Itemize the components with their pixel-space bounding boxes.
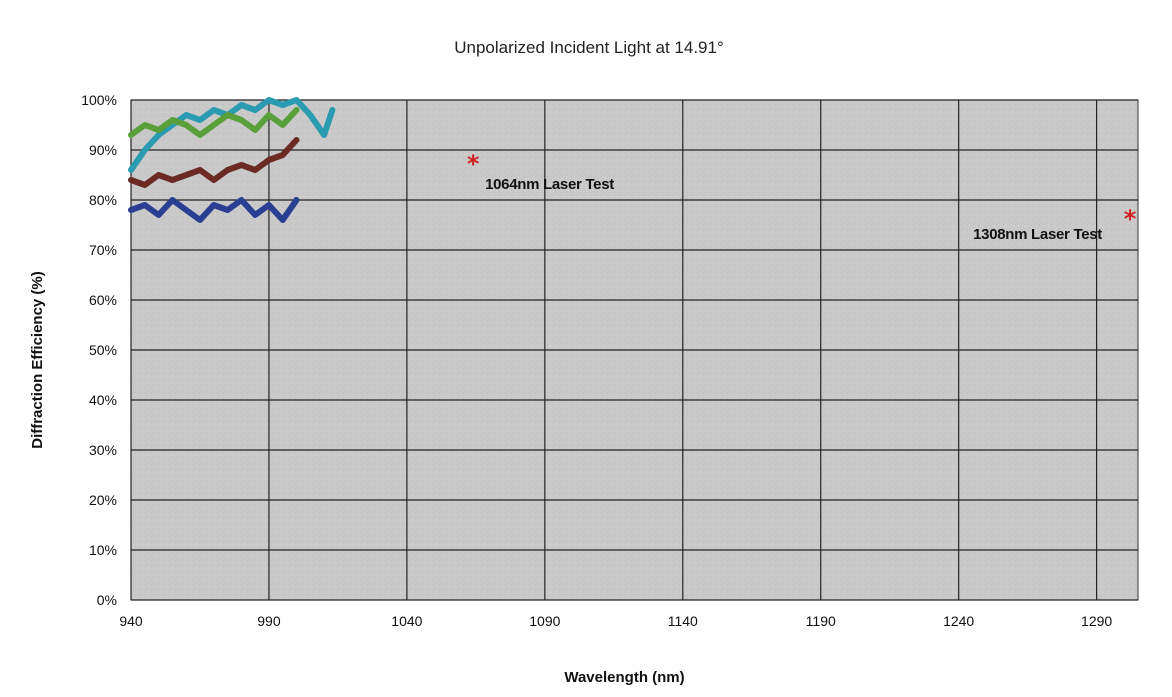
data-point (128, 207, 134, 213)
data-point (266, 202, 272, 208)
data-point (197, 132, 203, 138)
x-tick-label: 990 (257, 613, 281, 629)
x-tick-label: 1090 (529, 613, 560, 629)
data-point (266, 112, 272, 118)
data-point (329, 107, 335, 113)
y-tick-label: 50% (89, 342, 117, 358)
data-point (156, 212, 162, 218)
data-point (280, 102, 286, 108)
data-point (252, 212, 258, 218)
series-line (128, 97, 336, 173)
data-point (197, 117, 203, 123)
data-point (294, 107, 300, 113)
data-point (142, 182, 148, 188)
data-point (321, 132, 327, 138)
y-tick-label: 60% (89, 292, 117, 308)
data-point (142, 202, 148, 208)
data-point (307, 112, 313, 118)
data-point (183, 112, 189, 118)
data-point (294, 97, 300, 103)
y-tick-label: 0% (97, 592, 117, 608)
y-tick-label: 30% (89, 442, 117, 458)
x-tick-label: 1240 (943, 613, 974, 629)
x-tick-label: 1140 (668, 613, 698, 629)
chart-title: Unpolarized Incident Light at 14.91° (454, 38, 724, 57)
data-point (238, 102, 244, 108)
data-point (183, 172, 189, 178)
x-axis-title: Wavelength (nm) (564, 669, 684, 686)
data-point (142, 122, 148, 128)
grid-layer (130, 99, 1138, 601)
data-point (280, 152, 286, 158)
data-point (252, 107, 258, 113)
y-tick-label: 40% (89, 392, 117, 408)
data-point (266, 97, 272, 103)
data-point (169, 197, 175, 203)
data-point (266, 157, 272, 163)
y-tick-label: 70% (89, 242, 117, 258)
data-point (225, 112, 231, 118)
data-point (142, 147, 148, 153)
data-point (211, 122, 217, 128)
x-tick-label: 1040 (391, 613, 422, 629)
data-point (252, 127, 258, 133)
data-point (156, 127, 162, 133)
y-tick-label: 100% (81, 92, 117, 108)
data-point (252, 167, 258, 173)
data-point (128, 167, 134, 173)
data-point (183, 207, 189, 213)
x-tick-label: 1190 (806, 613, 836, 629)
x-tick-label: 1290 (1081, 613, 1112, 629)
data-point (294, 197, 300, 203)
y-tick-label: 90% (89, 142, 117, 158)
data-point (211, 107, 217, 113)
tick-layer: 0% 10% 20% 30% 40% 50% 60% 70% 80% 90% 100% 940 990 1… (81, 92, 1112, 629)
y-tick-label: 10% (89, 542, 117, 558)
data-point (128, 132, 134, 138)
data-point (238, 162, 244, 168)
y-tick-label: 20% (89, 492, 117, 508)
data-point (225, 167, 231, 173)
data-point (197, 217, 203, 223)
data-point (183, 122, 189, 128)
data-point (211, 202, 217, 208)
data-point (169, 177, 175, 183)
data-point (128, 177, 134, 183)
data-point (211, 177, 217, 183)
data-point (238, 117, 244, 123)
data-point (169, 117, 175, 123)
annotation-label: 1064nm Laser Test (485, 176, 614, 193)
data-point (294, 137, 300, 143)
annotation-marker: * (1124, 205, 1137, 233)
data-point (156, 132, 162, 138)
annotation-label: 1308nm Laser Test (973, 226, 1102, 243)
annotation-layer: * 1064nm Laser Test * 1308nm Laser Test (467, 150, 1137, 243)
data-point (280, 217, 286, 223)
data-point (280, 122, 286, 128)
x-tick-label: 940 (119, 613, 143, 629)
data-point (238, 197, 244, 203)
data-point (156, 172, 162, 178)
series-layer (128, 97, 336, 223)
y-axis-title: Diffraction Efficiency (%) (29, 271, 46, 449)
annotation-marker: * (467, 150, 480, 178)
data-point (225, 207, 231, 213)
data-point (197, 167, 203, 173)
y-tick-label: 80% (89, 192, 117, 208)
